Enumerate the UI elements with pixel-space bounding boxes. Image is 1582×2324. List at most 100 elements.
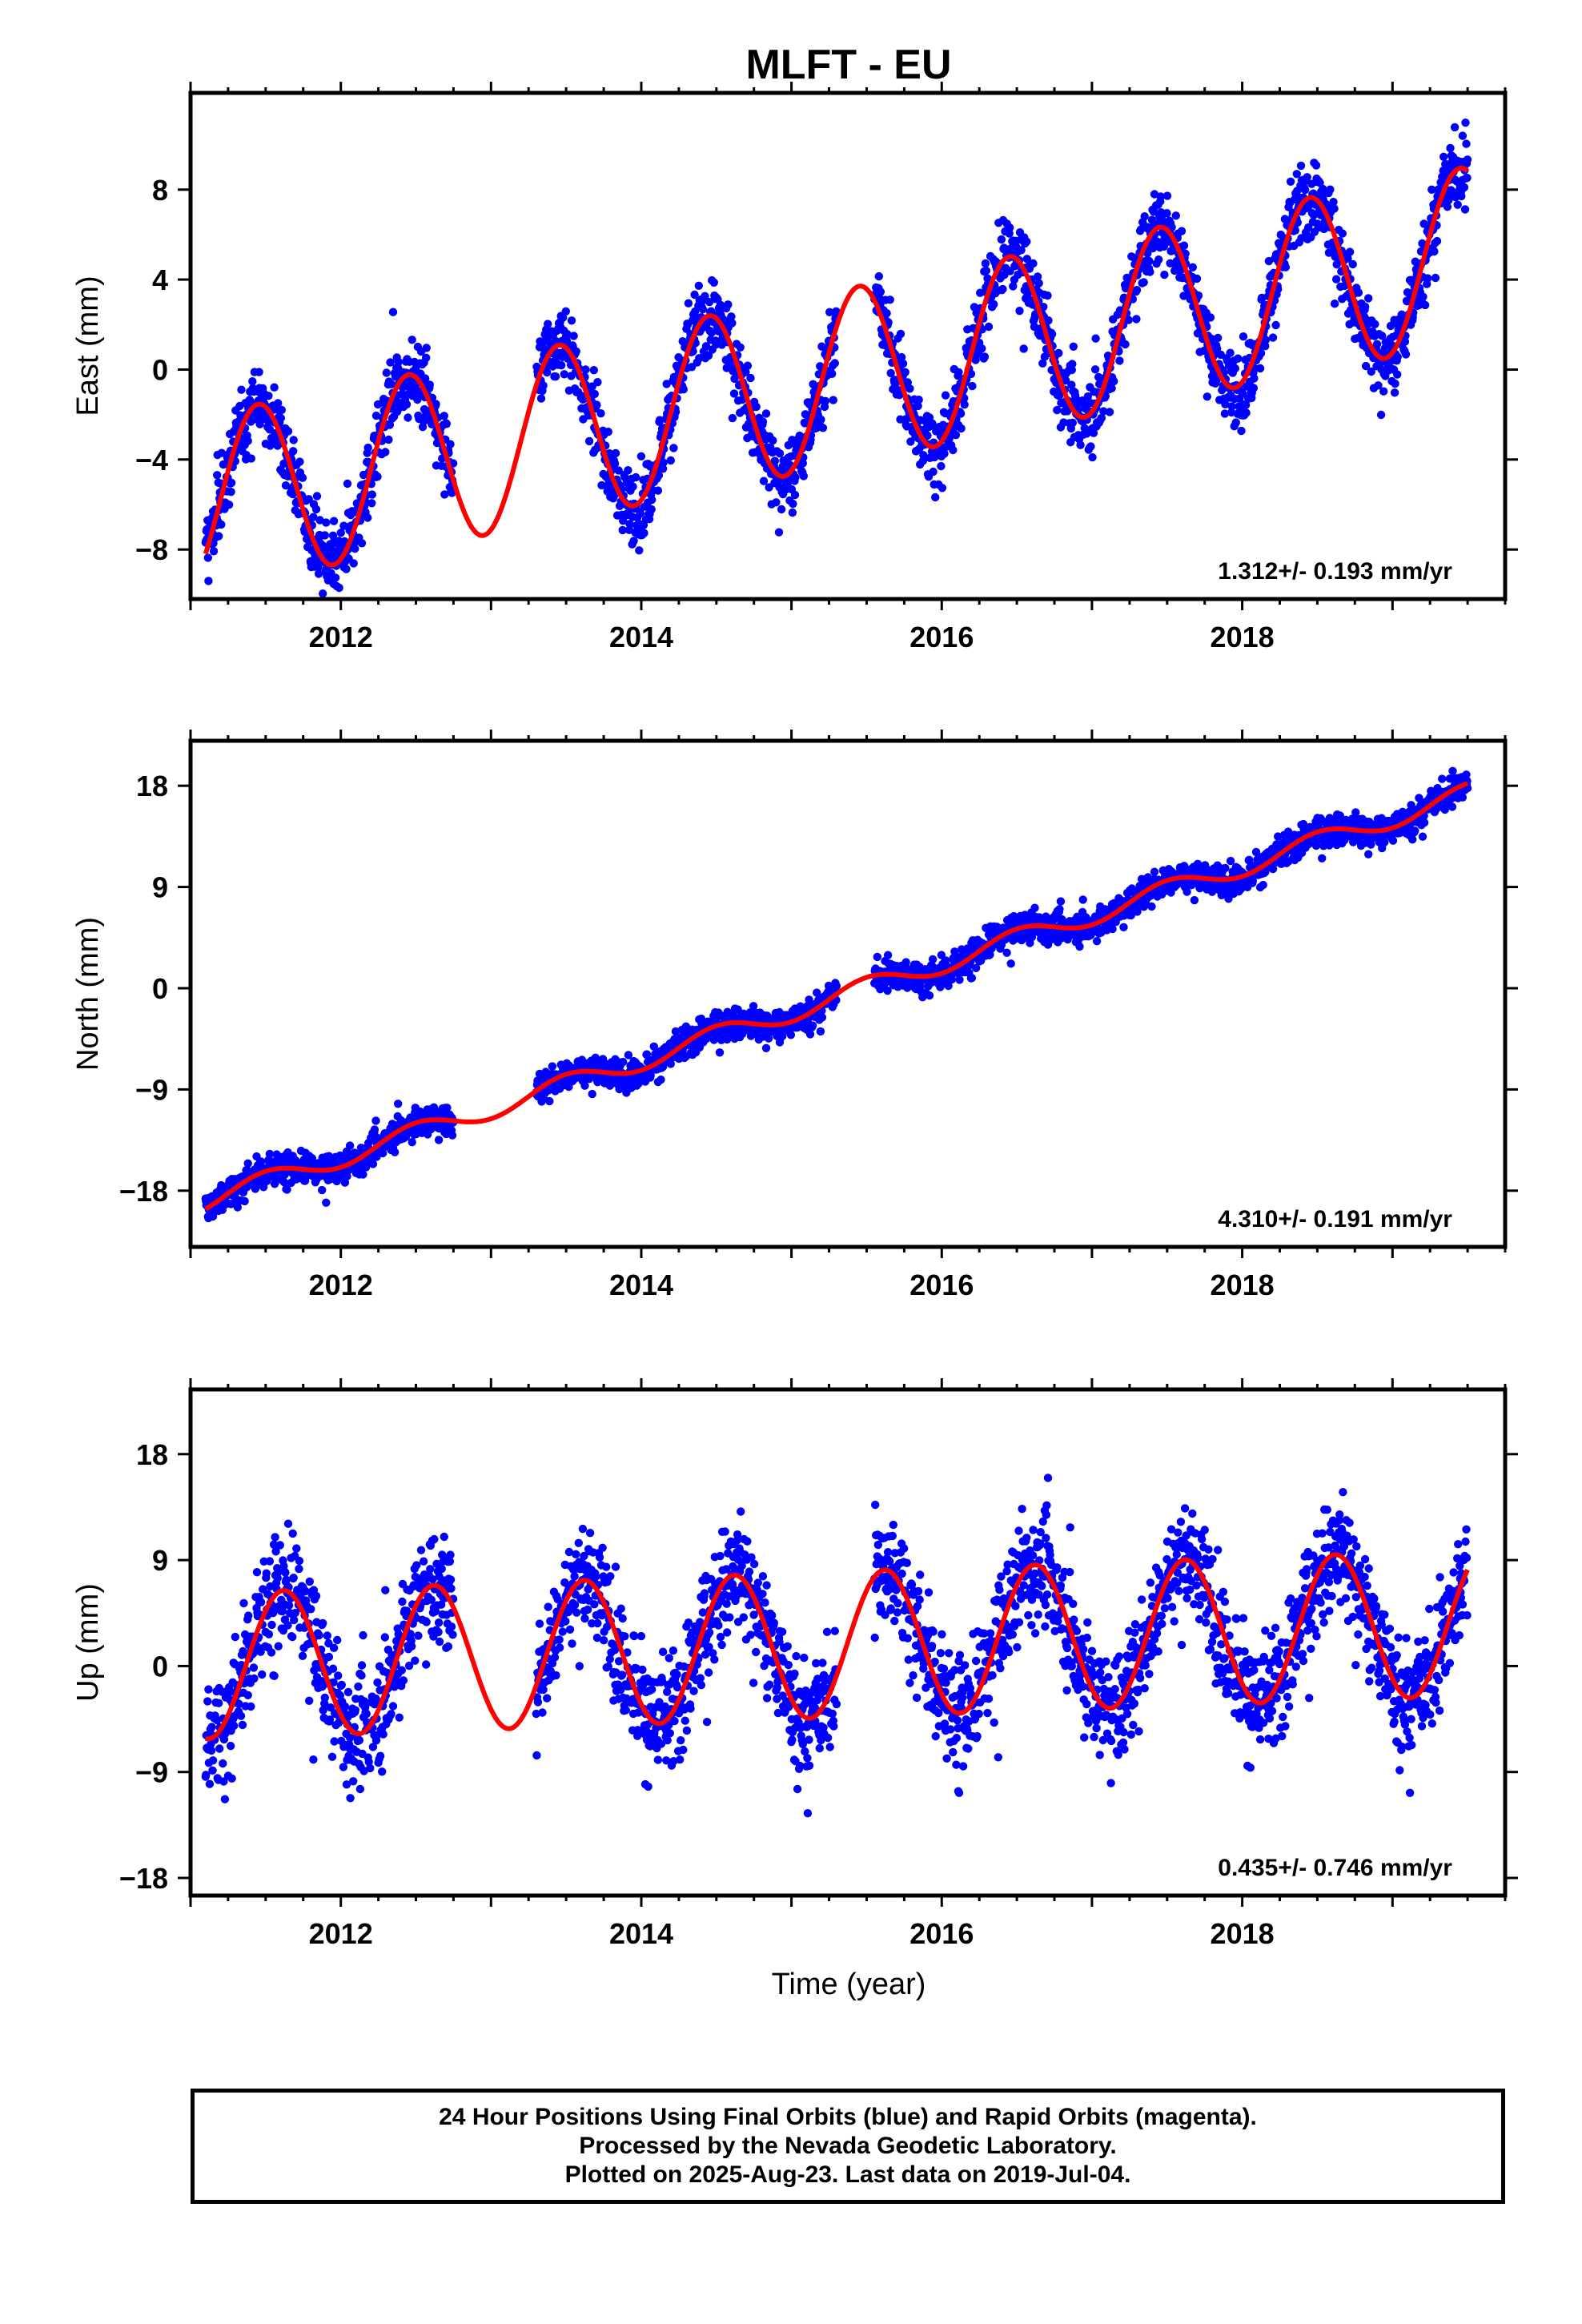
data-point (203, 553, 212, 562)
data-point (897, 352, 906, 362)
data-point (789, 499, 797, 509)
data-point (539, 381, 548, 390)
data-point (394, 357, 403, 367)
data-point (1190, 895, 1199, 905)
data-point (640, 529, 648, 537)
data-point (440, 490, 449, 499)
data-point (312, 492, 322, 501)
data-point (1092, 937, 1102, 946)
data-point (370, 1125, 379, 1134)
data-point (382, 368, 391, 377)
data-point (590, 389, 599, 399)
data-point (913, 401, 922, 411)
data-point (967, 974, 977, 983)
data-point (279, 1178, 289, 1187)
data-point (1401, 350, 1411, 359)
data-point (243, 1159, 252, 1168)
data-point (1372, 340, 1382, 348)
data-point (830, 359, 840, 368)
data-point (281, 481, 291, 490)
data-point (1458, 131, 1468, 140)
data-point (1430, 247, 1439, 256)
data-point (557, 360, 566, 370)
data-point (1097, 413, 1106, 423)
data-point (1338, 229, 1347, 238)
data-point (1379, 387, 1388, 396)
data-point (1371, 320, 1379, 328)
data-point (349, 559, 358, 568)
data-point (914, 396, 923, 404)
data-point (248, 377, 257, 386)
data-point (381, 448, 390, 456)
data-point (743, 361, 753, 370)
data-point (298, 473, 307, 482)
data-point (432, 400, 440, 408)
data-point (1348, 259, 1357, 269)
data-point (1203, 392, 1212, 401)
data-point (1234, 354, 1243, 363)
data-point (572, 347, 580, 356)
data-point (611, 448, 620, 458)
data-point (367, 499, 376, 508)
data-point (1147, 902, 1156, 911)
data-point (1221, 863, 1230, 873)
data-point (1086, 442, 1095, 451)
data-point (289, 436, 298, 444)
data-point (322, 1198, 331, 1208)
data-point (368, 1160, 378, 1168)
data-point (1030, 322, 1039, 332)
data-point (709, 278, 718, 287)
data-point (1220, 409, 1230, 418)
data-point (741, 368, 750, 376)
data-point (1259, 880, 1267, 890)
data-point (1463, 173, 1472, 183)
data-point (1304, 223, 1313, 232)
x-tick-label: 2016 (909, 621, 974, 653)
data-point (1192, 274, 1202, 283)
data-point (951, 431, 961, 440)
data-point (690, 290, 699, 300)
data-point (982, 266, 991, 275)
data-point (1083, 392, 1093, 401)
data-point (263, 1176, 271, 1186)
data-point (233, 1203, 242, 1212)
data-point (1364, 850, 1373, 858)
data-point (1115, 356, 1124, 365)
data-point (243, 436, 252, 445)
y-axis-label: East (mm) (71, 275, 105, 416)
data-point (923, 431, 932, 440)
data-point (940, 449, 949, 458)
data-point (1221, 400, 1230, 408)
data-point (567, 316, 576, 325)
data-point (1067, 380, 1076, 389)
data-point (772, 498, 781, 507)
data-point (704, 351, 713, 360)
data-point (543, 368, 552, 377)
data-point (684, 299, 693, 308)
data-point (1391, 379, 1399, 388)
data-point (882, 309, 891, 318)
data-point (769, 436, 777, 445)
data-point (1261, 342, 1270, 351)
data-point (774, 528, 784, 537)
data-point (628, 482, 637, 491)
data-point (752, 402, 761, 412)
data-point (1099, 407, 1108, 416)
data-point (318, 1185, 327, 1195)
data-point (729, 389, 739, 398)
data-point (636, 452, 646, 460)
data-point (795, 431, 804, 440)
data-point (322, 518, 331, 527)
data-point (270, 383, 279, 392)
data-point (956, 409, 966, 418)
data-point (1002, 948, 1011, 957)
data-point (390, 1148, 400, 1157)
data-point (919, 451, 928, 460)
data-point (331, 573, 340, 582)
data-point (434, 1136, 444, 1144)
data-point (1156, 192, 1166, 201)
data-point (817, 1013, 827, 1022)
data-point (363, 513, 372, 522)
data-point (1019, 344, 1028, 353)
